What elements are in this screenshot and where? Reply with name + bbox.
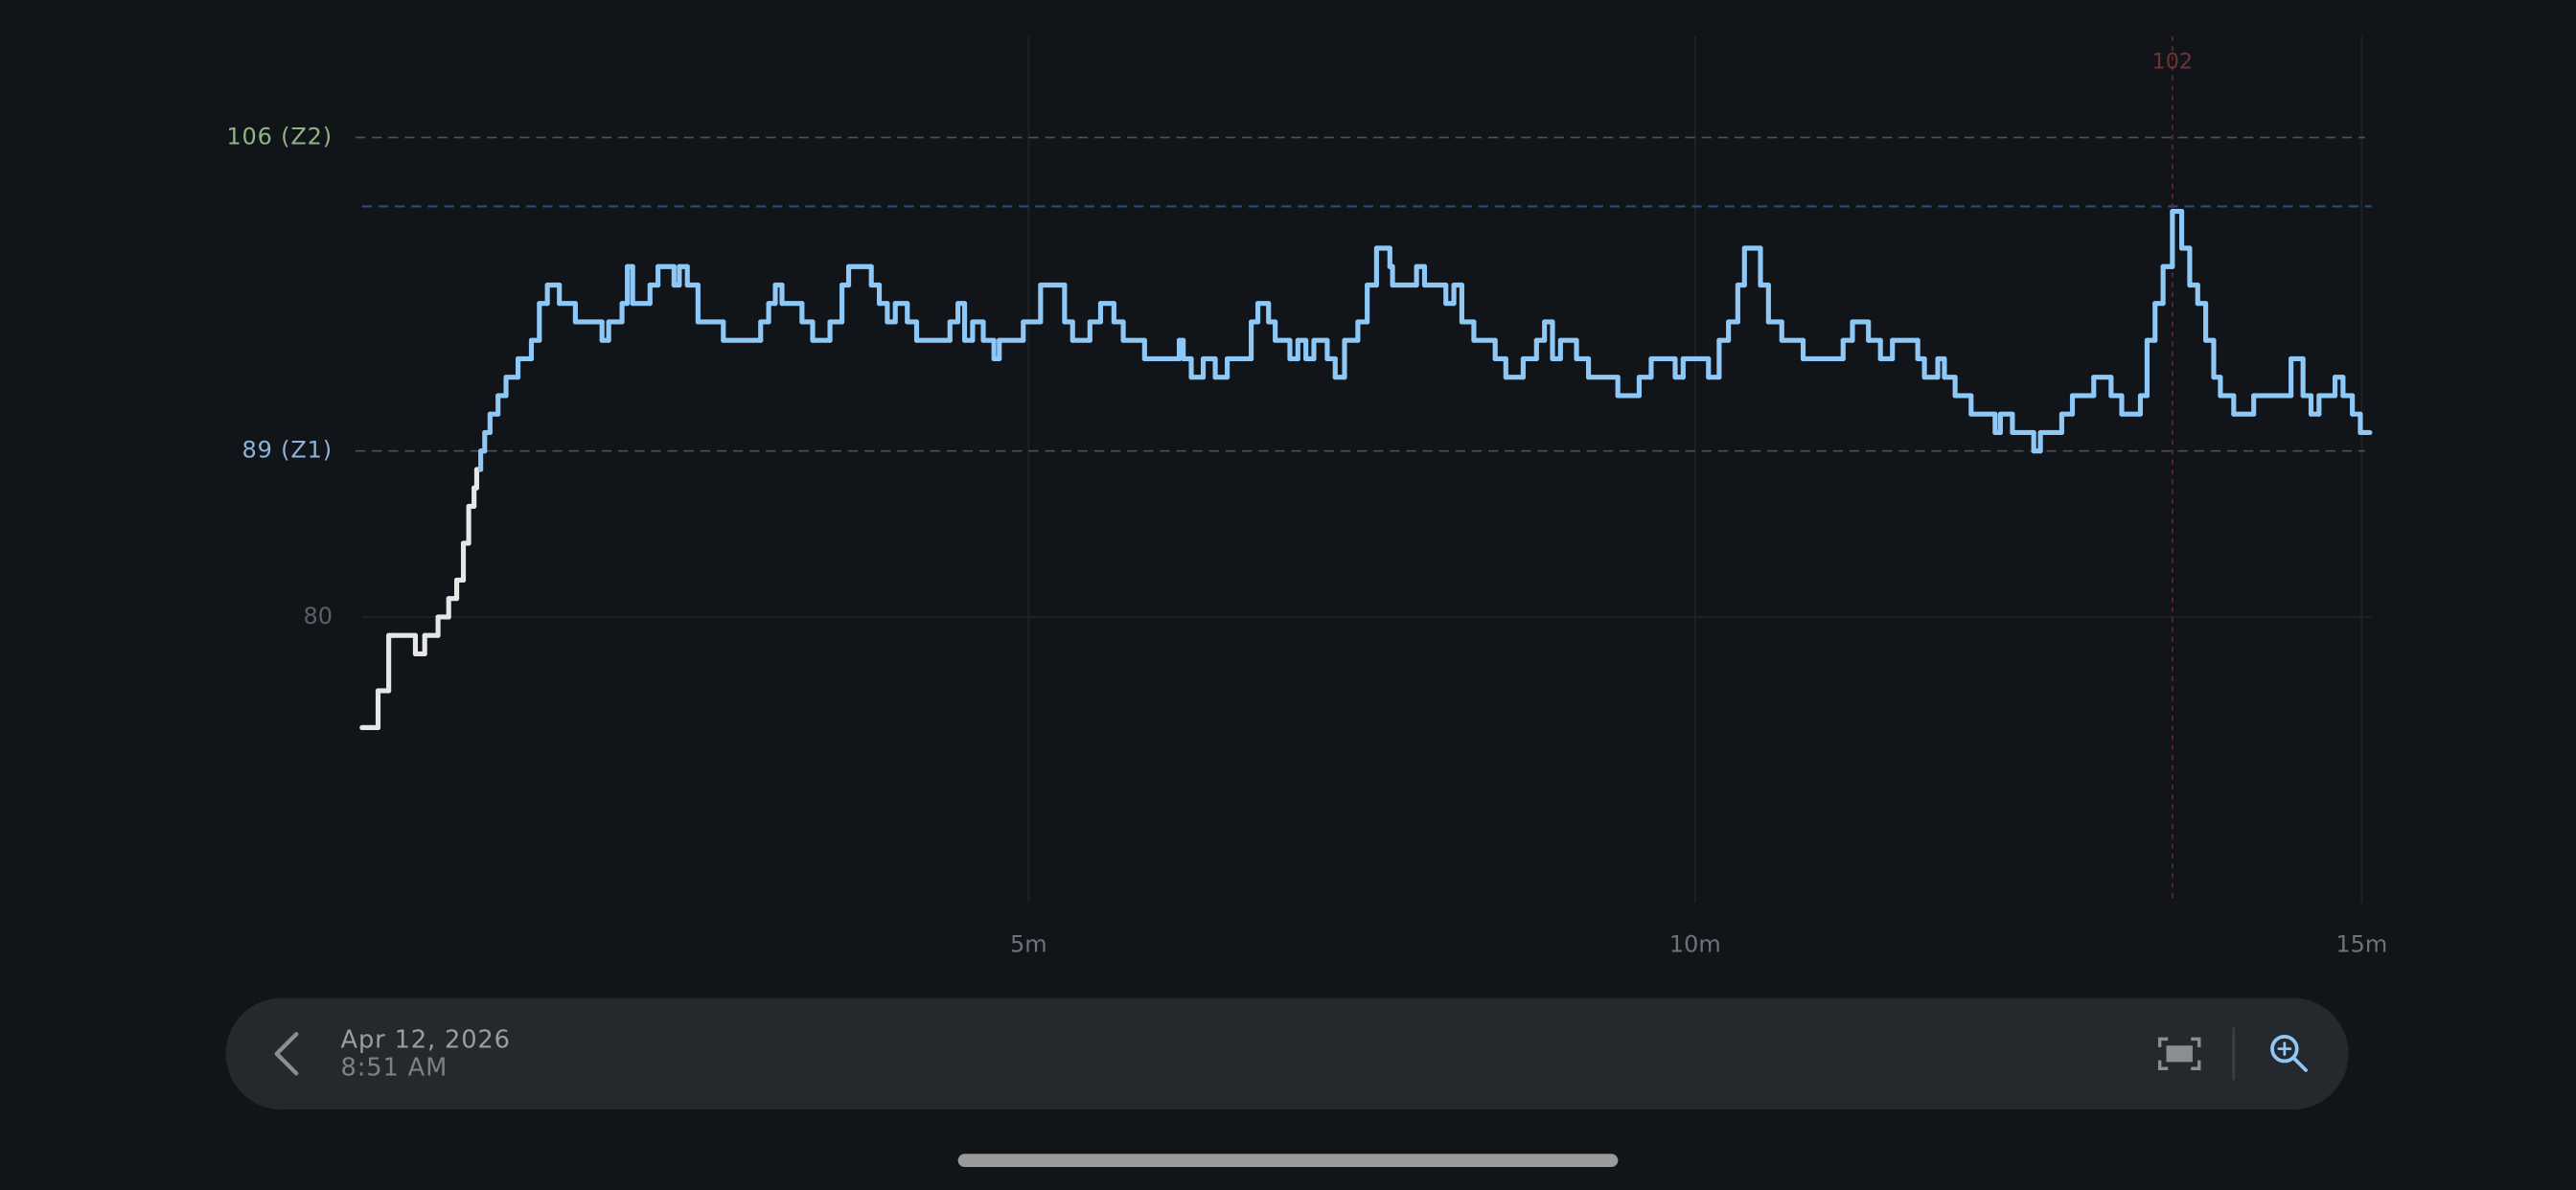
x-tick-label: 10m	[1669, 931, 1721, 958]
back-button[interactable]	[274, 1032, 299, 1076]
fit-button[interactable]	[2157, 1037, 2201, 1070]
bottom-bar	[225, 997, 2349, 1110]
date: Apr 12, 2026	[341, 1026, 511, 1055]
peak-label: 102	[2152, 50, 2193, 75]
y-tick-label: 80	[303, 603, 332, 629]
time: 8:51 AM	[341, 1054, 448, 1083]
zone-label: 89 (Z1)	[242, 437, 332, 464]
zone-label: 106 (Z2)	[226, 124, 333, 150]
zoom-button[interactable]	[2270, 1034, 2309, 1072]
home-indicator	[957, 1154, 1619, 1168]
x-tick-label: 5m	[1010, 931, 1047, 958]
x-tick-label: 15m	[2335, 931, 2387, 958]
chart: 5m 10m 15m 80 106 (Z2) 89 (Z1) 102	[226, 35, 2387, 958]
